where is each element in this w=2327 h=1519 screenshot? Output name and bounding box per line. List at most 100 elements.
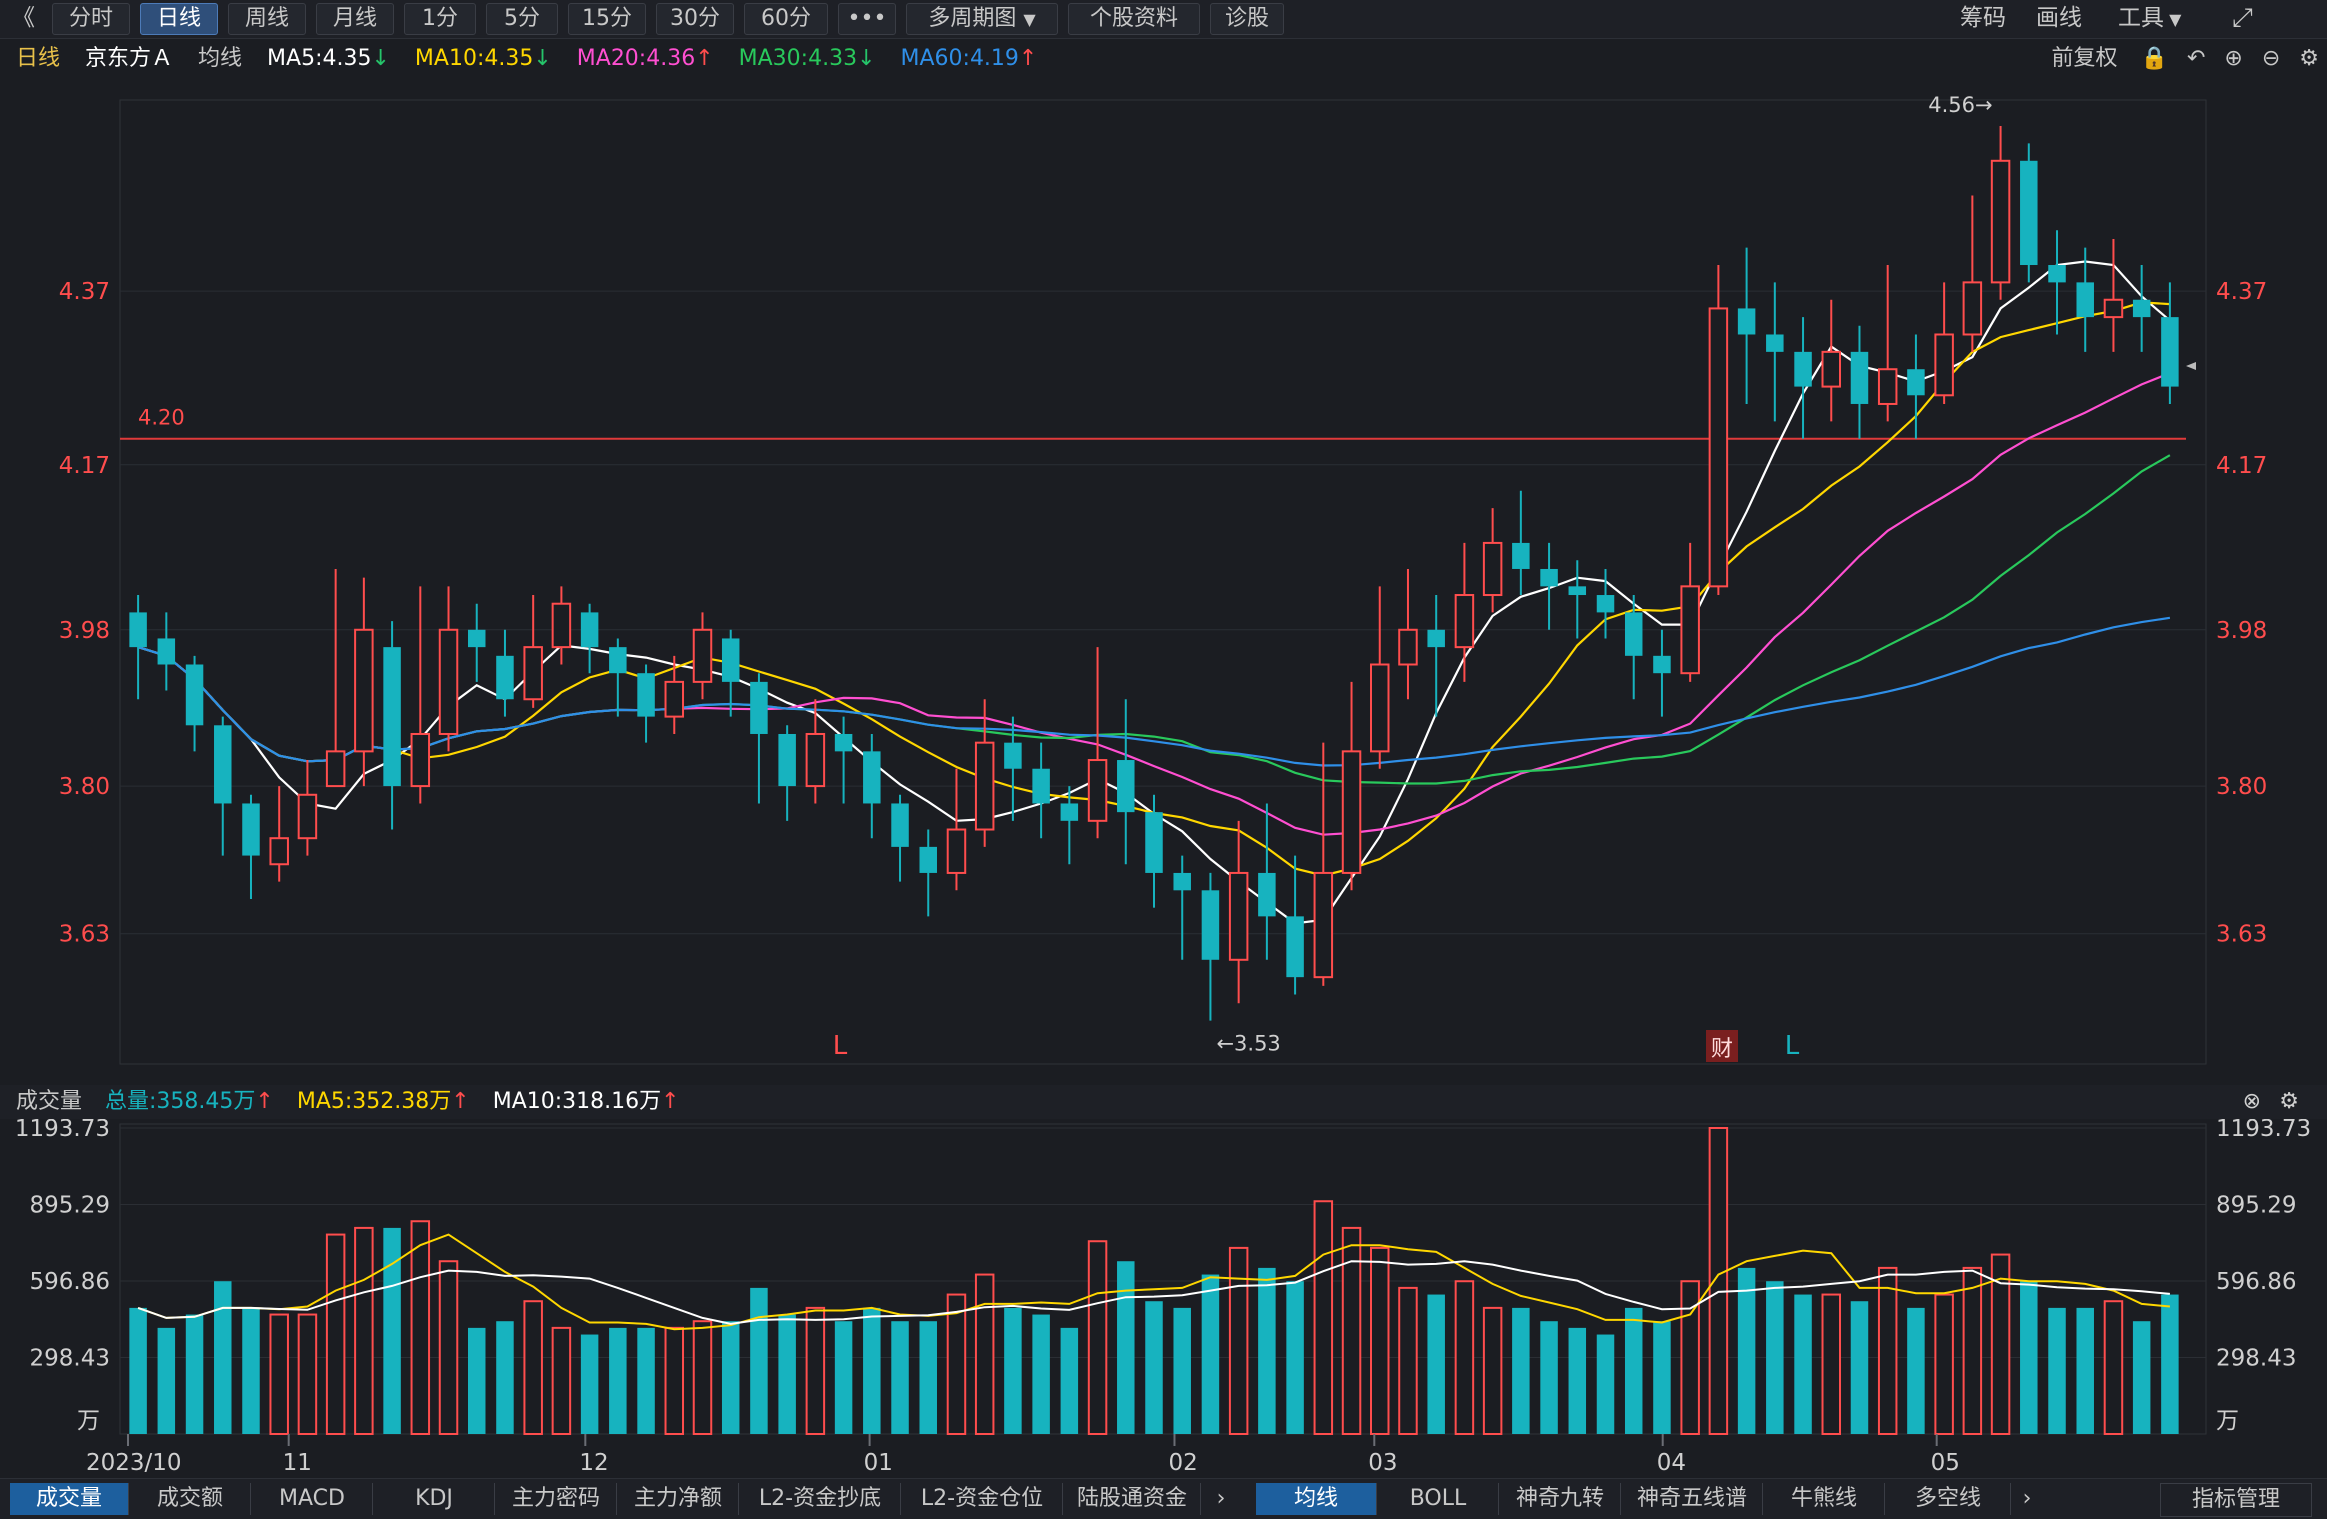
gear-icon[interactable]: ⚙ bbox=[2279, 1089, 2299, 1114]
low-mark: ←3.53 bbox=[1216, 1032, 1280, 1056]
ma-label[interactable]: 均线 bbox=[198, 46, 243, 71]
candle-body bbox=[1680, 585, 1700, 675]
candle-body bbox=[1596, 595, 1615, 613]
volume-bar bbox=[1087, 1240, 1108, 1435]
tab-volume[interactable]: 成交量 bbox=[10, 1483, 129, 1515]
volume-bar bbox=[214, 1281, 232, 1434]
candle-body bbox=[1624, 612, 1643, 656]
tab-ma[interactable]: 均线 bbox=[1256, 1483, 1377, 1515]
volume-bar bbox=[778, 1314, 796, 1434]
tab-60min[interactable]: 60分 bbox=[744, 3, 828, 35]
multi-period-dropdown[interactable]: 多周期图 ▼ bbox=[906, 3, 1058, 35]
y-tick-label: 4.17 bbox=[59, 453, 110, 479]
tab-yuexian[interactable]: 月线 bbox=[316, 3, 394, 35]
tab-northbound[interactable]: 陆股通资金 bbox=[1064, 1483, 1201, 1515]
tab-1min[interactable]: 1分 bbox=[404, 3, 476, 35]
tab-kdj[interactable]: KDJ bbox=[374, 1483, 495, 1515]
candle-body bbox=[891, 803, 909, 847]
candle-body bbox=[1341, 750, 1362, 874]
indicator-manage-button[interactable]: 指标管理 bbox=[2160, 1483, 2312, 1517]
candle-body bbox=[1173, 872, 1191, 891]
zoom-out-icon[interactable]: ⊖ bbox=[2261, 46, 2281, 71]
candle-body bbox=[1737, 308, 1756, 335]
chips-button[interactable]: 筹码 bbox=[1960, 5, 2006, 31]
candle-body bbox=[863, 751, 881, 804]
tab-zhouxian[interactable]: 周线 bbox=[228, 3, 306, 35]
volume-bar bbox=[383, 1227, 401, 1434]
volume-bar bbox=[354, 1226, 374, 1436]
tab-macd[interactable]: MACD bbox=[252, 1483, 373, 1515]
candle-body bbox=[609, 647, 627, 674]
candle-body bbox=[354, 628, 374, 753]
volume-info-bar: 成交量 总量:358.45万↑ MA5:352.38万↑ MA10:318.16… bbox=[0, 1085, 2327, 1119]
tab-5min[interactable]: 5分 bbox=[486, 3, 558, 35]
more-icon[interactable]: ••• bbox=[838, 3, 896, 35]
volume-bar bbox=[1568, 1327, 1587, 1434]
candle-body bbox=[1794, 351, 1812, 387]
marker-l: L bbox=[1785, 1031, 1800, 1061]
chevron-right-icon[interactable]: › bbox=[1216, 1486, 1226, 1511]
tab-main-code[interactable]: 主力密码 bbox=[496, 1483, 617, 1515]
arrow-down-icon: ↓ bbox=[371, 46, 390, 71]
ma30-value: MA30:4.33 bbox=[738, 46, 858, 71]
ma10-line bbox=[137, 301, 2170, 877]
tab-l2-position[interactable]: L2-资金仓位 bbox=[902, 1483, 1063, 1515]
tab-30min[interactable]: 30分 bbox=[656, 3, 734, 35]
support-line: 4.20 bbox=[120, 406, 2186, 440]
lock-icon[interactable]: 🔒 bbox=[2140, 46, 2168, 71]
undo-icon[interactable]: ↶ bbox=[2186, 46, 2206, 71]
price-panel-frame bbox=[119, 99, 2207, 1065]
diagnose-button[interactable]: 诊股 bbox=[1210, 3, 1284, 35]
gear-icon[interactable]: ⚙ bbox=[2299, 46, 2319, 71]
volume-bar bbox=[1990, 1253, 2011, 1435]
volume-bar bbox=[1512, 1307, 1530, 1434]
fullscreen-icon[interactable]: ⤢ bbox=[2232, 3, 2253, 33]
volume-tick-label: 596.86 bbox=[30, 1269, 110, 1295]
price-axis-left: 4.37 4.17 3.98 3.80 3.63 bbox=[59, 279, 110, 948]
volume-bar bbox=[242, 1307, 260, 1434]
tab-bull-bear[interactable]: 牛熊线 bbox=[1764, 1483, 1885, 1515]
candle-body bbox=[1990, 159, 2011, 284]
volume-bar bbox=[1004, 1307, 1022, 1434]
volume-bar bbox=[1708, 1127, 1729, 1435]
candle-body bbox=[1653, 655, 1671, 674]
volume-bar bbox=[157, 1327, 176, 1434]
chevron-down-icon: ▼ bbox=[1023, 10, 1036, 29]
close-icon[interactable]: ⊗ bbox=[2242, 1089, 2261, 1114]
candle-body bbox=[637, 673, 655, 717]
tab-boll[interactable]: BOLL bbox=[1378, 1483, 1499, 1515]
ma30-line bbox=[137, 454, 2171, 785]
arrow-up-icon: ↑ bbox=[661, 1089, 680, 1114]
stock-info-button[interactable]: 个股资料 bbox=[1068, 3, 1200, 35]
volume-bar bbox=[496, 1321, 514, 1434]
candle-body bbox=[242, 803, 260, 856]
tab-fenshi[interactable]: 分时 bbox=[52, 3, 130, 35]
candle-body bbox=[1907, 369, 1925, 396]
draw-line-button[interactable]: 画线 bbox=[2036, 5, 2082, 31]
volume-bar bbox=[129, 1307, 147, 1434]
back-icon[interactable]: 《 bbox=[12, 5, 35, 31]
stock-name: 京东方Ａ bbox=[85, 46, 174, 71]
candle-body bbox=[2161, 317, 2179, 387]
zoom-in-icon[interactable]: ⊕ bbox=[2224, 46, 2243, 71]
x-tick-label: 2023/10 bbox=[86, 1450, 182, 1476]
volume-unit: 万 bbox=[2216, 1408, 2239, 1434]
tab-long-short[interactable]: 多空线 bbox=[1886, 1483, 2011, 1515]
tab-magic-five[interactable]: 神奇五线谱 bbox=[1622, 1483, 1763, 1515]
volume-ma-lines bbox=[137, 1233, 2170, 1331]
tab-turnover[interactable]: 成交额 bbox=[130, 1483, 251, 1515]
tab-rixian[interactable]: 日线 bbox=[140, 3, 218, 35]
candle-body bbox=[721, 638, 740, 682]
tab-magic-nine[interactable]: 神奇九转 bbox=[1500, 1483, 1621, 1515]
chevron-right-icon[interactable]: › bbox=[2022, 1486, 2032, 1511]
candle-body bbox=[297, 793, 318, 840]
volume-ma10-line bbox=[137, 1260, 2170, 1325]
tab-l2-bottom[interactable]: L2-资金抄底 bbox=[740, 1483, 901, 1515]
tab-15min[interactable]: 15分 bbox=[568, 3, 646, 35]
y-tick-label: 3.63 bbox=[2216, 922, 2267, 948]
candle-body bbox=[919, 846, 937, 873]
tools-dropdown[interactable]: 工具 ▼ bbox=[2118, 3, 2181, 33]
tab-main-net[interactable]: 主力净额 bbox=[618, 1483, 739, 1515]
adjust-button[interactable]: 前复权 bbox=[2051, 46, 2118, 71]
